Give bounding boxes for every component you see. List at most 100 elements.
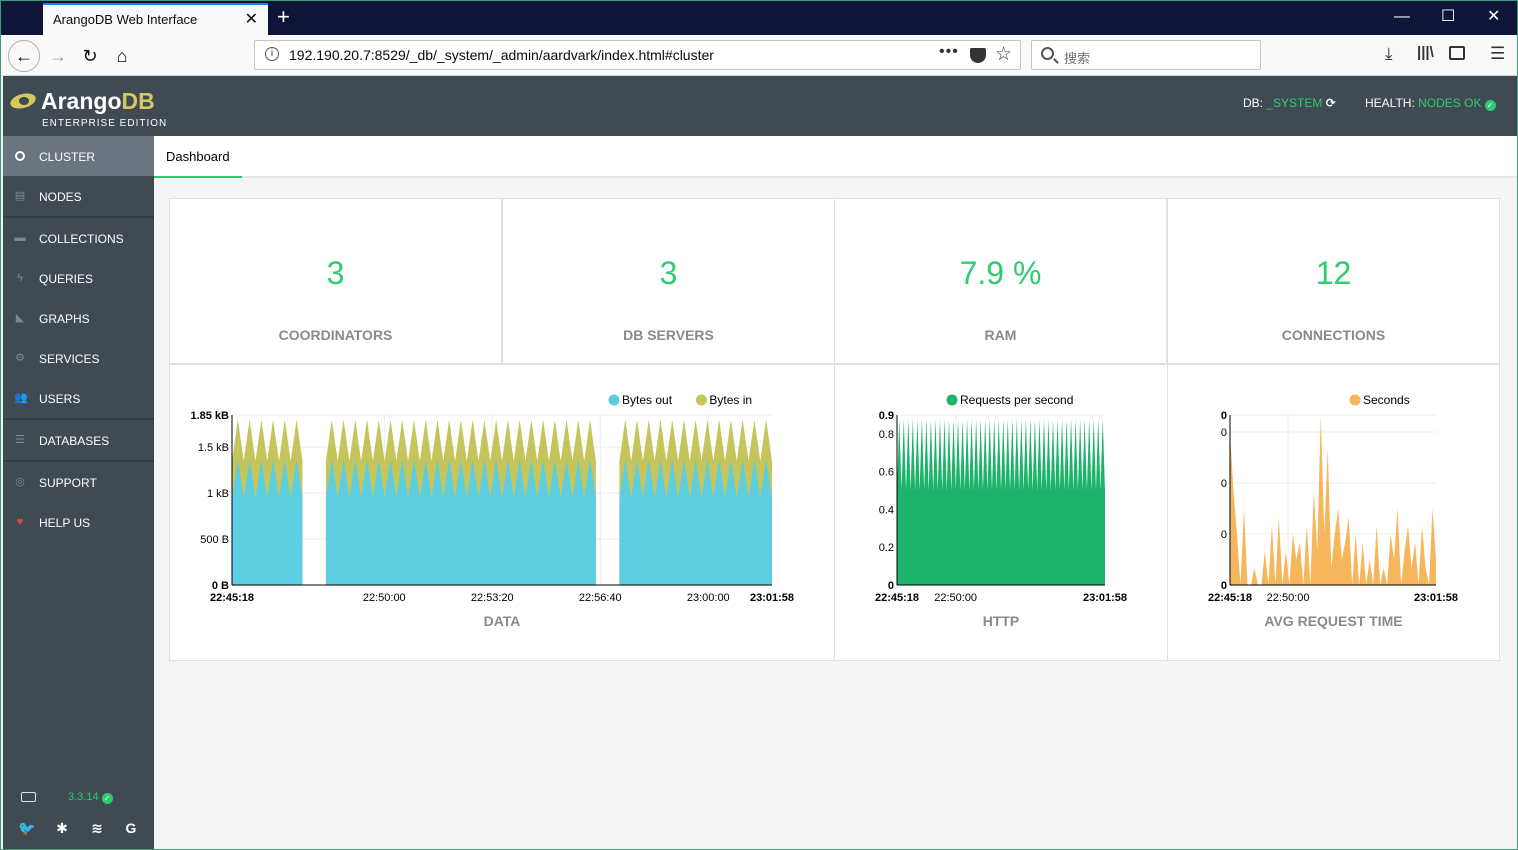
sidebar-item-users[interactable]: 👥 USERS [14,392,81,406]
y-tick-label: 0.9 [879,410,894,422]
circle-icon [15,151,25,161]
sidebar-item-cluster[interactable]: CLUSTER [3,136,154,176]
close-window-icon[interactable]: ✕ [1487,8,1501,25]
check-circle-icon: ✓ [101,793,113,804]
stat-ram: 7.9 % RAM [834,198,1167,364]
page-actions-icon[interactable]: ••• [939,43,959,60]
tab-title: ArangoDB Web Interface [53,12,198,27]
search-icon [1041,47,1054,60]
close-tab-icon[interactable]: ✕ [244,11,258,28]
y-tick-label: 1.85 kB [190,410,229,422]
browser-tab[interactable]: ArangoDB Web Interface ✕ [43,3,268,35]
x-tick-label: 23:01:58 [1083,592,1127,604]
area-chart-icon: ◣ [15,312,25,324]
y-tick-label: 0 [1221,529,1227,541]
db-indicator[interactable]: DB: _SYSTEM ⟳ [1243,96,1336,110]
legend-swatch [946,394,958,406]
navigation-toolbar: ← → ↻ ⌂ i 192.190.20.7:8529/_db/_system/… [1,35,1517,76]
app-header: ArangoDB ENTERPRISE EDITION DB: _SYSTEM … [3,76,1517,136]
stat-caption: DB SERVERS [623,327,714,343]
x-tick-label: 23:01:58 [1414,592,1458,604]
check-circle-icon: ✓ [1484,100,1496,111]
new-tab-icon[interactable]: + [277,4,290,29]
forward-icon[interactable]: → [49,46,67,66]
requests-area [897,418,1105,585]
bookmark-star-icon[interactable]: ☆ [995,44,1013,65]
slack-icon[interactable]: ✱ [56,820,68,836]
stat-db-servers: 3 DB SERVERS [502,198,835,364]
sidebar-item-collections[interactable]: ▬ COLLECTIONS [14,232,124,246]
google-groups-icon[interactable]: G [125,820,137,836]
users-icon: 👥 [14,392,28,404]
x-tick-label: 22:45:18 [1208,592,1252,604]
stat-value: 3 [326,255,345,291]
stat-value: 12 [1315,255,1352,291]
tab-bar: ArangoDB Web Interface ✕ + — ☐ ✕ [1,1,1517,35]
y-tick-label: 0 [1221,580,1227,592]
x-tick-label: 22:45:18 [875,592,919,604]
chart-caption: AVG REQUEST TIME [1264,613,1403,629]
logo-text[interactable]: ArangoDB [41,88,155,114]
minimize-icon[interactable]: — [1394,8,1410,25]
sidebar-toggle-icon[interactable] [1449,46,1465,60]
switch-db-icon[interactable]: ⟳ [1325,96,1336,110]
dashboard-content: 3 COORDINATORS 3 DB SERVERS 7.9 % RAM 12… [154,178,1517,849]
sidebar-divider [3,418,154,420]
library-icon[interactable]: |||\ [1417,44,1434,61]
home-icon[interactable]: ⌂ [116,46,128,66]
search-input[interactable]: 搜索 [1031,40,1261,70]
keyboard-shortcuts-icon[interactable] [21,792,36,802]
legend-swatch [695,394,707,406]
sidebar-divider [3,460,154,462]
x-tick-label: 22:50:00 [1267,592,1310,604]
y-tick-label: 1.5 kB [198,442,229,454]
back-icon[interactable]: ← [8,40,40,72]
avocado-logo-icon[interactable] [9,93,37,109]
stat-caption: CONNECTIONS [1281,327,1386,343]
sidebar-item-databases[interactable]: ☰ DATABASES [15,434,110,448]
legend-label: Bytes in [709,393,752,407]
x-tick-label: 22:53:20 [471,592,514,604]
sidebar-item-support[interactable]: ◎ SUPPORT [15,476,97,490]
chart-caption: DATA [483,613,521,629]
tab-dashboard[interactable]: Dashboard [154,136,242,178]
x-tick-label: 22:45:18 [210,592,254,604]
health-status: NODES OK [1418,96,1482,110]
sidebar-divider [3,216,154,218]
maximize-icon[interactable]: ☐ [1441,8,1456,25]
y-tick-label: 0 [1221,478,1227,490]
y-tick-label: 0 [1221,410,1227,422]
menu-icon[interactable]: ☰ [1490,44,1506,63]
edition-label: ENTERPRISE EDITION [42,118,168,129]
legend-swatch [608,394,620,406]
sidebar-item-queries[interactable]: ϟ QUERIES [3,258,154,298]
downloads-icon[interactable]: ⤓ [1385,44,1393,63]
url-bar[interactable]: i 192.190.20.7:8529/_db/_system/_admin/a… [254,40,1021,70]
site-info-icon[interactable]: i [265,47,279,61]
chart-avg-request-time-box: 0 0 0 0 0 22:45:18 22:50:00 23:01:58 Seconds AVG… [1167,364,1500,661]
legend-label: Seconds [1363,393,1410,407]
sidebar-item-services[interactable]: ⚙ SERVICES [15,352,100,366]
legend-label: Bytes out [622,393,673,407]
twitter-icon[interactable]: 🐦 [18,820,36,836]
stat-caption: COORDINATORS [278,327,393,343]
sidebar-item-help-us[interactable]: ♥ HELP US [3,502,154,542]
y-tick-label: 0 B [212,580,229,592]
reload-icon[interactable]: ↻ [82,46,98,66]
sidebar-item-nodes[interactable]: ▤ NODES [14,190,82,204]
seconds-area [1230,415,1436,585]
sidebar-item-graphs[interactable]: ◣ GRAPHS [15,312,90,326]
y-tick-label: 0.2 [879,542,894,554]
y-tick-label: 0.8 [879,429,894,441]
bytes-out-area [619,459,772,585]
chart-caption: HTTP [982,613,1020,629]
bytes-out-area [232,459,303,585]
x-tick-label: 23:00:00 [687,592,730,604]
search-placeholder: 搜索 [1064,51,1091,66]
url-text[interactable]: 192.190.20.7:8529/_db/_system/_admin/aar… [289,47,714,63]
db-name: _SYSTEM [1266,96,1323,110]
sub-navigation: Dashboard [154,136,1517,178]
pocket-icon[interactable] [970,48,986,63]
stackoverflow-icon[interactable]: ≋ [91,820,103,836]
